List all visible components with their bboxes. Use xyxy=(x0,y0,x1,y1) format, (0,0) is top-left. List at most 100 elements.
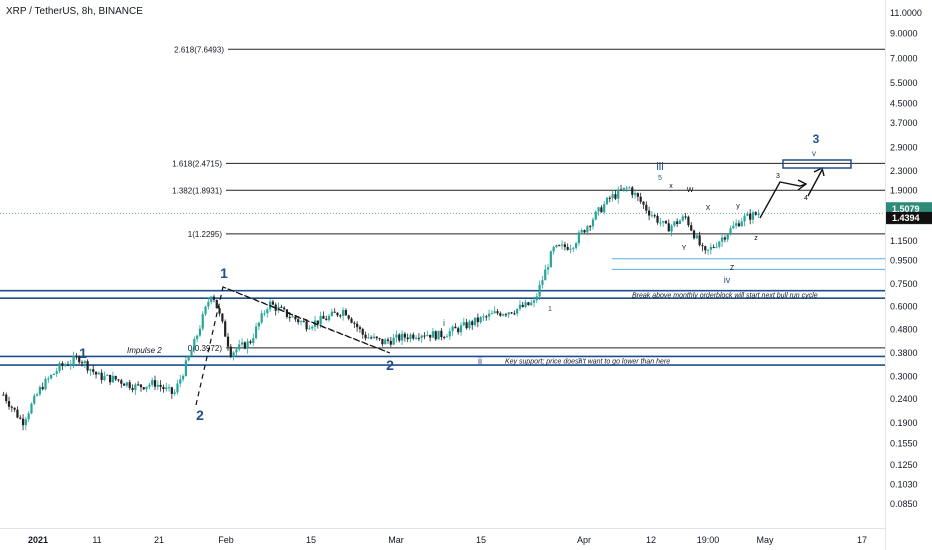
candle-body xyxy=(173,392,176,394)
candle-body xyxy=(5,394,8,402)
candle-body xyxy=(490,313,493,315)
candle-body xyxy=(305,321,308,330)
candle-body xyxy=(423,335,426,337)
candle-body xyxy=(487,313,491,317)
y-tick-label: 9.0000 xyxy=(890,28,918,38)
candle-body xyxy=(38,387,42,395)
candle-body xyxy=(678,220,682,224)
x-tick-label: 15 xyxy=(476,535,486,545)
candle-body xyxy=(221,313,224,322)
candle-body xyxy=(518,304,522,309)
wave-label-small: x xyxy=(669,183,673,190)
candle-body xyxy=(723,237,727,240)
candle-body xyxy=(622,187,625,191)
x-tick-label: Apr xyxy=(577,535,591,545)
candle-body xyxy=(131,388,134,391)
candle-body xyxy=(297,319,300,323)
y-tick-label: 0.2400 xyxy=(890,394,918,404)
candle-body xyxy=(325,318,328,321)
projection-path xyxy=(759,181,807,219)
candle-body xyxy=(614,194,617,199)
candle-body xyxy=(530,302,533,306)
candle-body xyxy=(302,321,305,323)
candle-body xyxy=(196,335,199,339)
candle-body xyxy=(631,187,634,195)
candle-body xyxy=(75,356,78,358)
y-tick-label: 0.1900 xyxy=(890,418,918,428)
candle-body xyxy=(21,418,25,426)
candle-body xyxy=(743,215,746,222)
candle-body xyxy=(108,374,112,383)
wave-label-small: W xyxy=(687,187,694,194)
candle-body xyxy=(555,245,558,248)
candle-body xyxy=(201,314,204,329)
candle-body xyxy=(370,337,373,339)
candle-body xyxy=(179,379,182,384)
candle-body xyxy=(639,196,642,202)
y-tick-label: 0.3800 xyxy=(890,348,918,358)
y-tick-label: 0.0850 xyxy=(890,499,918,509)
candle-body xyxy=(687,216,690,226)
candle-body xyxy=(735,223,738,226)
candle-body xyxy=(749,213,752,220)
candle-body xyxy=(353,322,356,324)
candle-body xyxy=(187,356,190,361)
candle-body xyxy=(120,380,123,384)
candle-body xyxy=(52,373,56,375)
candle-body xyxy=(681,216,684,221)
candle-body xyxy=(589,226,592,228)
candle-body xyxy=(712,246,715,248)
candle-body xyxy=(718,241,721,247)
candle-body xyxy=(330,311,333,316)
band-annotation: Key support; price doesn't want to go lo… xyxy=(505,359,670,366)
candle-body xyxy=(684,216,687,218)
candle-body xyxy=(198,328,202,336)
candle-body xyxy=(322,315,325,319)
wave-label-large: 2 xyxy=(386,357,394,373)
candle-body xyxy=(280,306,283,308)
x-tick-label: 15 xyxy=(306,535,316,545)
candle-body xyxy=(493,311,496,314)
candle-body xyxy=(123,383,126,386)
candle-body xyxy=(128,382,131,389)
candle-body xyxy=(89,369,92,371)
candle-body xyxy=(339,315,342,317)
candle-body xyxy=(443,337,446,339)
candle-body xyxy=(204,306,207,315)
y-tick-label: 0.1550 xyxy=(890,438,918,448)
candle-body xyxy=(597,207,600,212)
wave-label-small: 5 xyxy=(658,175,662,182)
candle-body xyxy=(482,316,485,318)
candle-body xyxy=(653,215,656,217)
candle-body xyxy=(64,364,67,366)
x-tick-label: 17 xyxy=(857,535,867,545)
candle-body xyxy=(670,225,673,232)
candle-body xyxy=(148,384,151,387)
wave-label-small: v xyxy=(812,149,816,158)
candle-body xyxy=(156,384,159,387)
candle-body xyxy=(403,333,406,338)
candle-body xyxy=(513,313,516,315)
wave-label-large: 3 xyxy=(813,132,820,146)
candle-body xyxy=(715,246,718,248)
wave-label-small: 3 xyxy=(776,173,780,180)
candle-body xyxy=(285,309,289,317)
candle-body xyxy=(142,387,145,390)
candle-body xyxy=(569,248,572,250)
candle-body xyxy=(226,336,230,347)
candle-body xyxy=(617,189,620,199)
candle-body xyxy=(516,308,519,314)
candle-body xyxy=(83,361,86,364)
candle-body xyxy=(720,237,724,242)
candle-body xyxy=(61,363,64,366)
candle-body xyxy=(361,328,364,335)
candle-body xyxy=(66,364,70,366)
candle-body xyxy=(608,197,611,199)
wave-label-small: y xyxy=(736,203,740,210)
candle-body xyxy=(510,312,513,314)
candle-body xyxy=(260,313,263,323)
candle-body xyxy=(341,310,345,316)
x-tick-label: 19:00 xyxy=(697,535,720,545)
candle-body xyxy=(336,312,339,316)
